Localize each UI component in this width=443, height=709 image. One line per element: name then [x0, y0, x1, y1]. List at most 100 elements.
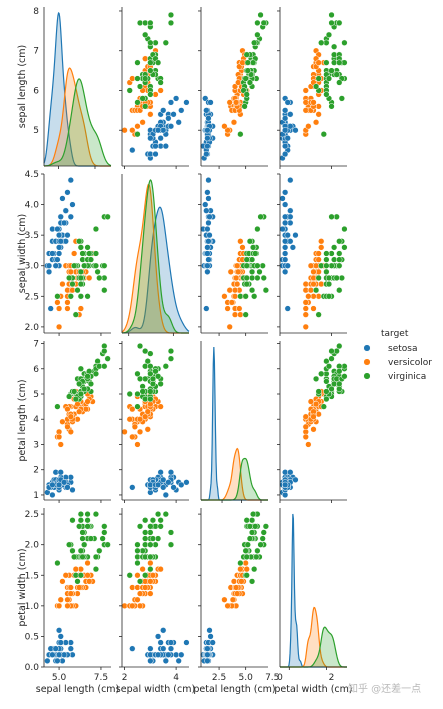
point-versicolor: [134, 572, 141, 579]
kde-area-setosa: [122, 207, 189, 333]
point-setosa: [284, 262, 291, 269]
point-setosa: [206, 627, 213, 634]
point-setosa: [55, 244, 63, 251]
point-setosa: [54, 256, 61, 263]
point-versicolor: [57, 441, 64, 448]
x-tick-label: 4: [173, 673, 179, 683]
point-virginica: [99, 535, 106, 542]
point-versicolor: [136, 590, 144, 597]
point-versicolor: [310, 280, 317, 288]
point-setosa: [204, 657, 211, 665]
y-tick-label: 3.5: [25, 231, 39, 241]
point-versicolor: [229, 596, 237, 603]
point-virginica: [262, 287, 270, 294]
point-virginica: [77, 274, 84, 282]
point-virginica: [167, 355, 175, 362]
point-virginica: [77, 280, 84, 288]
point-virginica: [84, 244, 91, 251]
point-setosa: [178, 107, 185, 114]
x-tick-label: 5.0: [52, 673, 67, 683]
point-virginica: [162, 363, 169, 370]
point-versicolor: [302, 305, 309, 312]
point-setosa: [170, 111, 177, 118]
point-setosa: [175, 657, 182, 665]
point-virginica: [92, 510, 100, 518]
point-virginica: [167, 529, 175, 536]
point-virginica: [253, 553, 260, 561]
point-virginica: [77, 244, 84, 251]
point-setosa: [203, 207, 210, 214]
point-virginica: [79, 535, 86, 542]
point-virginica: [154, 373, 162, 380]
point-setosa: [45, 268, 53, 276]
legend-marker-virginica: [363, 372, 371, 380]
point-setosa: [167, 469, 175, 476]
point-virginica: [126, 572, 133, 579]
point-virginica: [77, 268, 84, 276]
point-setosa: [60, 219, 68, 227]
point-virginica: [134, 559, 141, 567]
point-setosa: [287, 207, 294, 214]
point-versicolor: [129, 405, 136, 413]
point-versicolor: [67, 584, 74, 591]
legend-label-versicolor: versicolor: [388, 358, 432, 368]
point-setosa: [154, 633, 162, 640]
point-setosa: [152, 142, 159, 150]
point-virginica: [336, 262, 343, 269]
point-virginica: [65, 393, 73, 400]
point-versicolor: [84, 572, 91, 579]
point-versicolor: [224, 305, 231, 312]
point-versicolor: [310, 305, 317, 312]
point-virginica: [248, 268, 256, 276]
point-versicolor: [226, 99, 233, 106]
point-setosa: [47, 305, 54, 312]
y-tick-label: 4: [33, 415, 39, 425]
point-virginica: [243, 517, 250, 524]
point-versicolor: [64, 596, 71, 603]
point-setosa: [147, 135, 154, 142]
point-setosa: [167, 123, 175, 130]
point-virginica: [126, 87, 133, 94]
point-virginica: [92, 225, 100, 233]
point-versicolor: [243, 566, 250, 573]
point-versicolor: [315, 59, 322, 66]
point-setosa: [204, 268, 211, 276]
point-setosa: [162, 491, 169, 499]
point-setosa: [69, 201, 76, 208]
point-virginica: [323, 250, 330, 257]
panel-r2-c0: [41, 341, 111, 503]
y-tick-label: 3: [33, 440, 39, 450]
legend-label-virginica: virginica: [388, 372, 426, 382]
point-virginica: [323, 256, 330, 263]
point-versicolor: [315, 111, 322, 118]
x-axis-label: petal length (cm): [193, 684, 275, 695]
point-versicolor: [71, 250, 78, 257]
point-versicolor: [239, 244, 246, 251]
point-versicolor: [67, 268, 74, 276]
point-setosa: [178, 481, 185, 489]
point-setosa: [57, 639, 64, 646]
point-setosa: [64, 189, 71, 196]
point-versicolor: [55, 433, 63, 441]
point-virginica: [101, 347, 108, 355]
point-virginica: [325, 75, 333, 82]
point-setosa: [160, 476, 167, 483]
point-virginica: [147, 395, 154, 403]
point-setosa: [282, 250, 289, 257]
point-versicolor: [149, 572, 157, 579]
point-virginica: [341, 244, 348, 251]
point-virginica: [243, 91, 250, 98]
point-virginica: [87, 256, 95, 263]
point-virginica: [249, 59, 257, 66]
legend-marker-setosa: [363, 344, 371, 352]
point-setosa: [204, 250, 211, 257]
y-axis-label: petal width (cm): [17, 548, 28, 626]
point-versicolor: [318, 238, 325, 245]
point-setosa: [160, 107, 167, 114]
point-virginica: [167, 347, 175, 355]
y-tick-label: 2.0: [25, 323, 40, 333]
point-virginica: [341, 39, 348, 46]
point-setosa: [287, 469, 294, 476]
point-virginica: [81, 385, 88, 393]
point-versicolor: [134, 123, 141, 130]
